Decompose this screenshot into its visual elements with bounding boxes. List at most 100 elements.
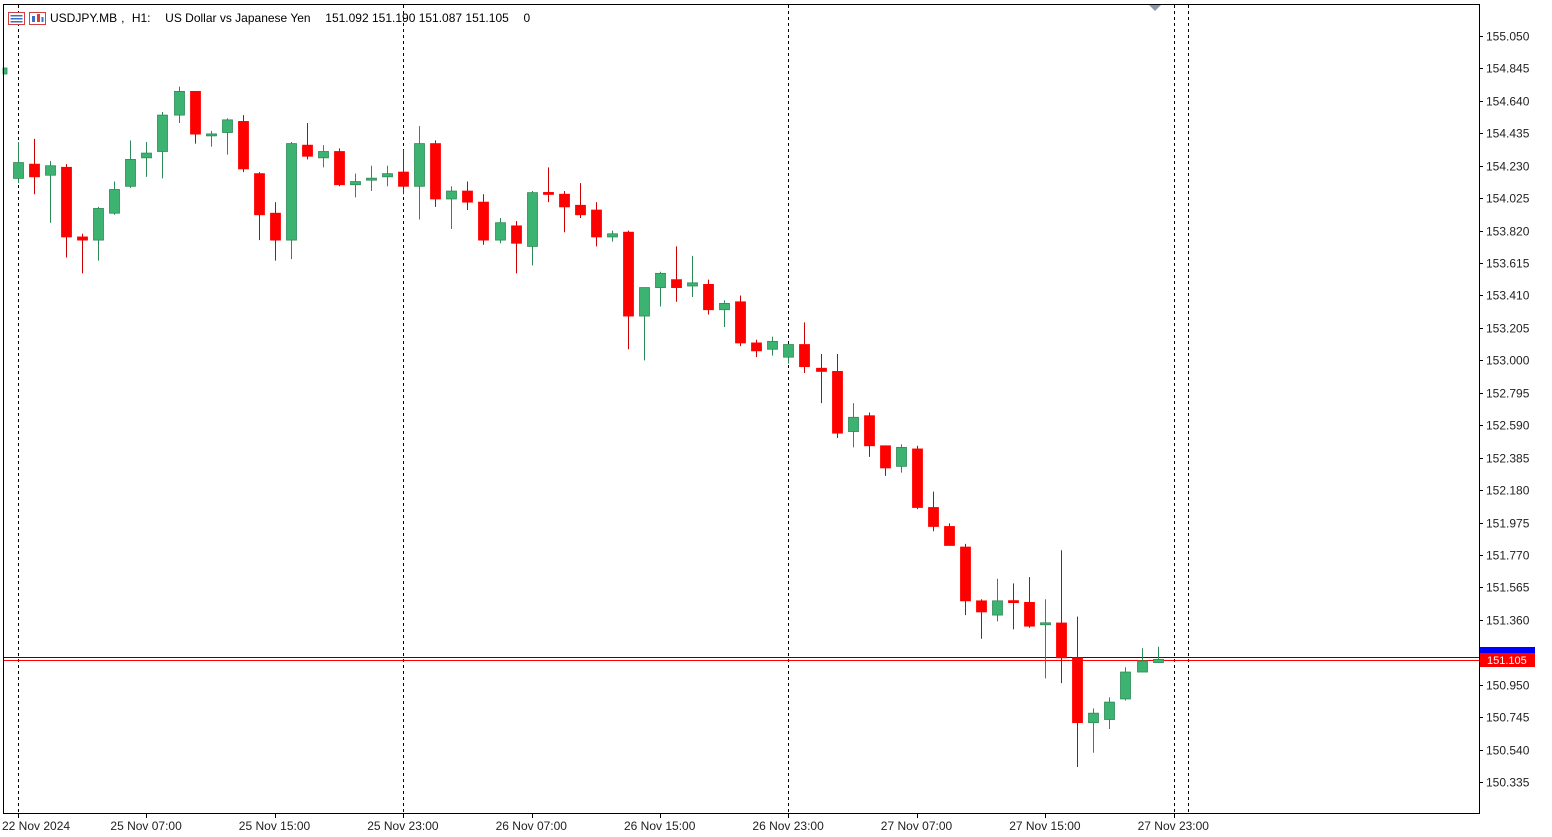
candle bbox=[174, 86, 185, 124]
price-axis[interactable]: 155.050 154.845 154.640 154.435 154.230 154.0… bbox=[1479, 30, 1530, 790]
candle-body bbox=[61, 166, 72, 238]
y-tick-label: 151.770 bbox=[1486, 549, 1530, 563]
candle-body bbox=[783, 344, 794, 358]
price-lines bbox=[3, 657, 1479, 661]
candle bbox=[222, 118, 233, 155]
candle bbox=[414, 126, 425, 220]
x-tick-label: 22 Nov 2024 bbox=[2, 819, 70, 833]
candle bbox=[270, 202, 281, 261]
candle bbox=[125, 140, 136, 188]
candle bbox=[896, 444, 907, 473]
candle-body bbox=[799, 344, 810, 368]
candle bbox=[992, 578, 1003, 622]
candle-body bbox=[928, 507, 939, 527]
candle-body bbox=[591, 209, 602, 238]
candle-body bbox=[286, 143, 297, 241]
candle bbox=[687, 255, 698, 298]
candle bbox=[751, 339, 762, 358]
candle-body bbox=[719, 302, 730, 311]
candle bbox=[61, 164, 72, 258]
candle bbox=[382, 165, 393, 187]
candle bbox=[238, 115, 249, 173]
candle-body bbox=[462, 190, 473, 203]
spacer bbox=[513, 11, 520, 25]
candle bbox=[960, 543, 971, 616]
y-tick-label: 151.360 bbox=[1486, 614, 1530, 628]
y-tick-label: 152.590 bbox=[1486, 419, 1530, 433]
candle bbox=[848, 403, 859, 448]
candle-body bbox=[238, 121, 249, 170]
candle bbox=[302, 123, 313, 160]
ohlc-values: 151.092 151.190 151.087 151.105 bbox=[325, 11, 509, 25]
candle-body bbox=[206, 133, 217, 137]
candle-body bbox=[896, 446, 907, 467]
chart-type-icon[interactable] bbox=[29, 11, 46, 26]
volume-value: 0 bbox=[523, 11, 531, 25]
candle-body bbox=[190, 90, 201, 135]
day-separators bbox=[18, 5, 1189, 813]
candle-body bbox=[880, 445, 891, 469]
candle-body bbox=[350, 181, 361, 186]
x-tick-label: 27 Nov 23:00 bbox=[1138, 819, 1210, 833]
candle-body bbox=[29, 163, 40, 178]
y-tick-label: 153.410 bbox=[1486, 289, 1530, 303]
candle bbox=[655, 271, 666, 307]
plot-border bbox=[3, 4, 1480, 814]
candle bbox=[206, 130, 217, 147]
separator-comma: , bbox=[121, 11, 128, 25]
y-tick-label: 154.435 bbox=[1486, 127, 1530, 141]
candle-body bbox=[222, 119, 233, 133]
candle bbox=[1120, 667, 1131, 701]
candle bbox=[446, 186, 457, 230]
current-price-label: 151.105 bbox=[1487, 655, 1527, 667]
candle-body bbox=[334, 151, 345, 186]
y-tick-label: 150.950 bbox=[1486, 679, 1530, 693]
candle-body bbox=[1040, 622, 1051, 626]
candle bbox=[816, 354, 827, 404]
candle bbox=[912, 445, 923, 510]
candle-body bbox=[944, 526, 955, 546]
candle bbox=[157, 111, 168, 179]
candle bbox=[880, 445, 891, 476]
candle-body bbox=[687, 282, 698, 287]
candle-body bbox=[559, 193, 570, 208]
candle bbox=[478, 194, 489, 245]
candle bbox=[1104, 697, 1115, 729]
candle bbox=[1088, 708, 1099, 753]
y-tick-label: 150.745 bbox=[1486, 711, 1530, 725]
y-tick-label: 155.050 bbox=[1486, 30, 1530, 44]
candle bbox=[29, 138, 40, 195]
ask-tag bbox=[1480, 653, 1535, 667]
candle-body bbox=[735, 301, 746, 344]
candle bbox=[495, 217, 506, 244]
y-tick-label: 153.000 bbox=[1486, 354, 1530, 368]
time-axis[interactable]: 22 Nov 2024 25 Nov 07:00 25 Nov 15:00 25 No… bbox=[2, 813, 1209, 833]
candle bbox=[767, 336, 778, 356]
candle-body bbox=[414, 143, 425, 187]
candle-body bbox=[832, 371, 843, 434]
candle-body bbox=[1072, 657, 1083, 724]
spacer bbox=[315, 11, 322, 25]
chart-shift-marker[interactable] bbox=[1149, 5, 1161, 11]
y-tick-label: 152.795 bbox=[1486, 387, 1530, 401]
y-tick-label: 154.025 bbox=[1486, 192, 1530, 206]
candle-body bbox=[1056, 622, 1067, 659]
candle bbox=[623, 230, 634, 350]
candle bbox=[366, 165, 377, 192]
candle-body bbox=[1104, 701, 1115, 720]
candle bbox=[703, 279, 714, 315]
candle-body bbox=[575, 204, 586, 216]
candle-body bbox=[1137, 660, 1148, 673]
list-view-icon[interactable] bbox=[8, 11, 25, 26]
candle bbox=[254, 172, 265, 241]
candle-body bbox=[478, 201, 489, 241]
candle-body bbox=[527, 192, 538, 247]
candle-body bbox=[511, 225, 522, 244]
candle-body bbox=[430, 143, 441, 200]
candle bbox=[783, 344, 794, 364]
candle-body bbox=[976, 600, 987, 613]
candle bbox=[735, 295, 746, 347]
candle bbox=[511, 221, 522, 274]
